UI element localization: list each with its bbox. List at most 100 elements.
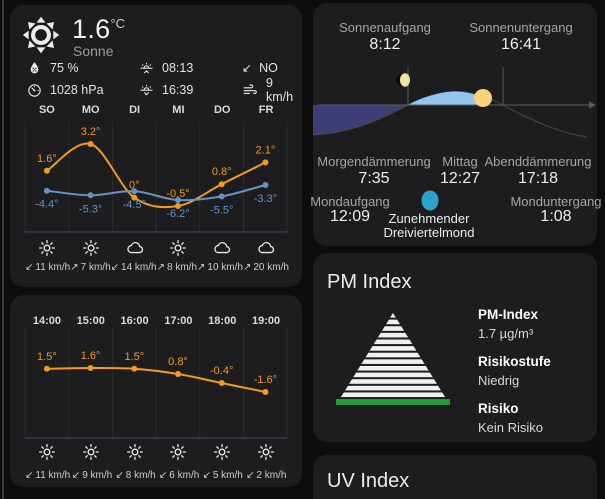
wind-cell: ↗ 7 km/h xyxy=(70,262,110,273)
data-point-label: -5.3° xyxy=(79,203,102,215)
data-point-label: -4.4° xyxy=(35,199,58,211)
data-point xyxy=(175,203,181,209)
data-point-label: 0.8° xyxy=(212,166,232,178)
metric-humidity: 75 % xyxy=(26,60,138,77)
wind-speed-value: 8 km/h xyxy=(125,470,156,481)
pm-pyramid-stripe xyxy=(336,326,450,331)
day-label: MO xyxy=(81,104,100,116)
sunrise-icon xyxy=(138,60,155,77)
dawn-label: Morgendämmerung xyxy=(317,154,431,169)
data-point-label: 1.6° xyxy=(81,350,101,362)
wind-direction-arrow-icon: ↙ xyxy=(25,470,34,481)
moonrise-label: Mondaufgang xyxy=(310,194,390,209)
wind-cell: ↙ 2 km/h xyxy=(244,470,288,481)
data-point xyxy=(43,365,50,372)
dusk-time: 17:18 xyxy=(517,170,559,187)
pm-pyramid-stripe xyxy=(336,352,450,358)
pm-detail-label: Risiko xyxy=(478,401,519,416)
pm-pyramid-icon xyxy=(336,313,450,405)
daily-wind-row: ↙ 11 km/h ↗ 7 km/h ↙ 14 km/h ↗ 8 km/h ↗ 10 km/h ↗ 2… xyxy=(25,262,289,273)
data-point xyxy=(43,187,50,194)
time-label: 19:00 xyxy=(252,315,281,327)
noon-time: 12:27 xyxy=(439,170,481,187)
data-point-label: 1.5° xyxy=(37,351,57,363)
data-point-label: -5.5° xyxy=(210,204,233,216)
wind-direction-arrow-icon: ↙ xyxy=(158,470,168,481)
sunrise-time: 8:12 xyxy=(369,36,401,53)
uv-card-title: UV Index xyxy=(327,470,410,492)
data-point-label: 0.8° xyxy=(168,356,188,368)
sunny-icon xyxy=(25,238,69,258)
sunny-icon xyxy=(69,442,113,462)
wind-speed-value: 20 km/h xyxy=(253,262,289,273)
pm-detail-value: 1.7 µg/m³ xyxy=(478,326,534,341)
data-point-label: -4.5° xyxy=(123,199,146,211)
wind-direction-arrow-icon: ↗ xyxy=(156,262,165,273)
wind-icon xyxy=(242,82,259,99)
uv-index-card[interactable]: UV Index xyxy=(313,455,597,499)
data-point-label: -1.6° xyxy=(254,374,277,386)
moonrise-time: 12:09 xyxy=(329,208,371,225)
pm-detail-label: Risikostufe xyxy=(478,354,551,369)
sunny-icon xyxy=(69,238,113,258)
sun-card[interactable]: Sonnenaufgang 8:12 Sonnenuntergang 16:41… xyxy=(310,3,602,246)
hourly-series-line xyxy=(46,366,266,393)
current-temp-value: 1.6 xyxy=(72,14,111,44)
sun-path-graph xyxy=(313,67,596,138)
data-point xyxy=(218,181,225,188)
sunny-icon xyxy=(25,442,69,462)
dusk-label: Abenddämmerung xyxy=(484,154,592,169)
wind-direction-arrow-icon: ↙ xyxy=(25,262,34,273)
wind-cell: ↗ 10 km/h xyxy=(197,262,243,273)
pm-card-title: PM Index xyxy=(327,271,412,293)
daily-forecast-chart: 1.6° 3.2° 0° -0.5° 0.8° 2.1° -4.4° -5.3° -4.5° -6… xyxy=(24,122,288,233)
day-label: FR xyxy=(258,104,274,116)
sunset-time: 16:41 xyxy=(500,36,542,53)
data-point-label: 1.6° xyxy=(37,153,57,165)
time-label: 17:00 xyxy=(164,315,193,327)
pm-details: PM-Index 1.7 µg/m³ Risikostufe Niedrig Risik… xyxy=(478,307,551,448)
data-point xyxy=(43,167,50,174)
data-point-label: 0° xyxy=(129,180,140,192)
wind-direction-arrow-icon: ↗ xyxy=(70,262,79,273)
moon-position-icon xyxy=(396,73,410,87)
wind-cell: ↗ 8 km/h xyxy=(157,262,197,273)
hourly-forecast-card-root[interactable]: 1.5° 1.6° 1.5° 0.8° -0.4° -1.6° 14:00 15:00 16:… xyxy=(10,295,302,487)
pm-detail-row: Risikostufe Niedrig xyxy=(478,354,551,388)
wind-cell: ↙ 6 km/h xyxy=(157,470,201,481)
hourly-time-labels: 14:00 15:00 16:00 17:00 18:00 19:00 xyxy=(25,315,288,327)
current-metrics: 75 % 08:13 ↙ NO 1028 hPa 16:39 9 km/h xyxy=(26,57,302,104)
pm-index-card[interactable]: PM Index PM-Index 1.7 µg/m³ Risikostufe Nie… xyxy=(313,253,597,442)
data-point xyxy=(131,194,138,201)
data-point-label: -3.3° xyxy=(254,193,277,205)
day-label: MI xyxy=(172,104,185,116)
time-label: 16:00 xyxy=(120,315,149,327)
wind-speed-value: 6 km/h xyxy=(169,470,200,481)
wind-speed-value: 7 km/h xyxy=(80,262,111,273)
data-point xyxy=(175,371,181,377)
metric-value: 16:39 xyxy=(162,83,194,97)
weather-card[interactable]: 1.6°C Sonne 75 % 08:13 ↙ NO 1028 hPa 16:39 9 k… xyxy=(10,5,302,287)
pm-pyramid-stripe xyxy=(336,385,450,391)
pm-pyramid-stripe xyxy=(336,379,450,384)
pm-detail-value: Kein Risiko xyxy=(478,420,544,435)
data-point-label: -0.5° xyxy=(166,188,189,200)
data-point xyxy=(131,365,138,372)
data-point-label: 2.1° xyxy=(256,144,276,156)
pm-detail-label: PM-Index xyxy=(478,307,539,322)
metric-pressure: 1028 hPa xyxy=(26,82,138,99)
daily-day-labels: SO MO DI MI DO FR xyxy=(25,104,288,116)
metric-value: 08:13 xyxy=(162,61,194,75)
metric-value: NO xyxy=(259,61,278,75)
wind-speed-value: 2 km/h xyxy=(256,470,287,481)
pm-pyramid-stripe xyxy=(336,332,450,338)
pressure-icon xyxy=(26,82,43,99)
current-condition-text: Sonne xyxy=(73,43,114,59)
data-point-label: -6.2° xyxy=(166,208,189,220)
wind-cell: ↙ 8 km/h xyxy=(114,470,158,481)
wind-speed-value: 10 km/h xyxy=(207,262,243,273)
current-temp-unit: °C xyxy=(110,16,126,31)
sun-position-icon xyxy=(474,89,492,107)
time-label: 15:00 xyxy=(76,315,105,327)
